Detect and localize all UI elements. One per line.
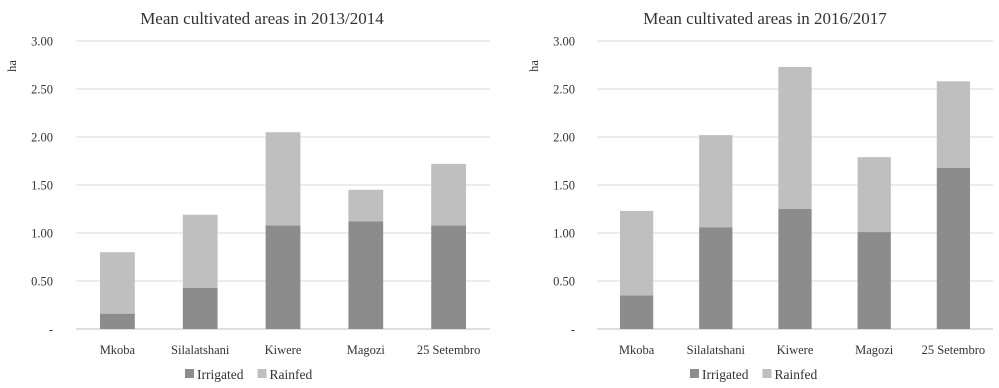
x-tick-label: Kiwere	[265, 343, 302, 357]
bar-rainfed-silalatshani	[182, 214, 218, 288]
y-tick-label: 3.00	[31, 35, 53, 49]
chart-title: Mean cultivated areas in 2016/2017	[643, 9, 887, 28]
chart-title: Mean cultivated areas in 2013/2014	[140, 9, 384, 28]
bar-rainfed-25-setembro	[936, 81, 971, 168]
y-tick-label: 2.50	[553, 83, 575, 97]
legend: Irrigated Rainfed	[185, 367, 312, 382]
bar-rainfed-silalatshani	[699, 135, 733, 228]
stacked-bar-chart-2016-2017: Mean cultivated areas in 2016/2017 ha - 0…	[527, 9, 993, 382]
y-tick-label: 1.50	[31, 179, 53, 193]
x-tick-label: Magozi	[347, 343, 386, 357]
stacked-bar-chart-2013-2014: Mean cultivated areas in 2013/2014 ha - 0…	[5, 9, 490, 382]
x-tick-label: Mkoba	[619, 343, 655, 357]
x-tick-label: Silalatshani	[171, 343, 230, 357]
bar-rainfed-25-setembro	[431, 163, 466, 226]
y-tick-label: -	[49, 323, 53, 337]
legend-swatch-irrigated	[690, 369, 699, 378]
y-tick-label: 2.00	[553, 131, 575, 145]
y-tick-label: 3.00	[553, 35, 575, 49]
chart-panel-2013-2014: Mean cultivated areas in 2013/2014 ha - 0…	[0, 0, 499, 388]
bar-rainfed-magozi	[857, 157, 891, 233]
legend-swatch-rainfed	[257, 369, 267, 378]
bar-rainfed-kiwere	[778, 66, 812, 209]
y-axis-label: ha	[527, 60, 541, 72]
bar-rainfed-mkoba	[100, 252, 135, 314]
bar-irrigated-25-setembro	[431, 225, 466, 329]
y-tick-label: 0.50	[31, 275, 53, 289]
y-axis-label: ha	[5, 60, 19, 72]
x-tick-label: 25 Setembro	[922, 343, 986, 357]
x-tick-label: Silalatshani	[687, 343, 746, 357]
y-tick-label: 2.00	[31, 131, 53, 145]
x-tick-label: 25 Setembro	[417, 343, 481, 357]
bar-irrigated-mkoba	[100, 313, 135, 329]
y-tick-label: 1.00	[553, 227, 575, 241]
legend-swatch-rainfed	[762, 369, 772, 378]
legend-label-irrigated: Irrigated	[702, 367, 749, 382]
y-tick-label: 1.50	[553, 179, 575, 193]
bar-irrigated-25-setembro	[936, 167, 971, 329]
legend-swatch-irrigated	[185, 369, 194, 378]
bar-rainfed-magozi	[348, 189, 384, 222]
bar-irrigated-mkoba	[619, 295, 654, 329]
x-tick-label: Kiwere	[777, 343, 814, 357]
x-tick-label: Mkoba	[100, 343, 136, 357]
bar-irrigated-magozi	[348, 221, 384, 329]
y-tick-label: -	[571, 323, 575, 337]
bar-irrigated-magozi	[857, 232, 891, 329]
bar-irrigated-silalatshani	[699, 227, 733, 329]
legend-label-irrigated: Irrigated	[197, 367, 244, 382]
legend-label-rainfed: Rainfed	[774, 367, 817, 382]
y-tick-label: 2.50	[31, 83, 53, 97]
chart-panel-2016-2017: Mean cultivated areas in 2016/2017 ha - 0…	[505, 0, 999, 388]
bar-rainfed-kiwere	[265, 132, 301, 226]
bar-rainfed-mkoba	[619, 210, 654, 296]
y-tick-label: 0.50	[553, 275, 575, 289]
bar-irrigated-silalatshani	[182, 287, 218, 329]
legend-label-rainfed: Rainfed	[269, 367, 312, 382]
bar-irrigated-kiwere	[778, 209, 812, 329]
legend: Irrigated Rainfed	[690, 367, 817, 382]
x-tick-label: Magozi	[855, 343, 894, 357]
bar-irrigated-kiwere	[265, 225, 301, 329]
y-tick-label: 1.00	[31, 227, 53, 241]
